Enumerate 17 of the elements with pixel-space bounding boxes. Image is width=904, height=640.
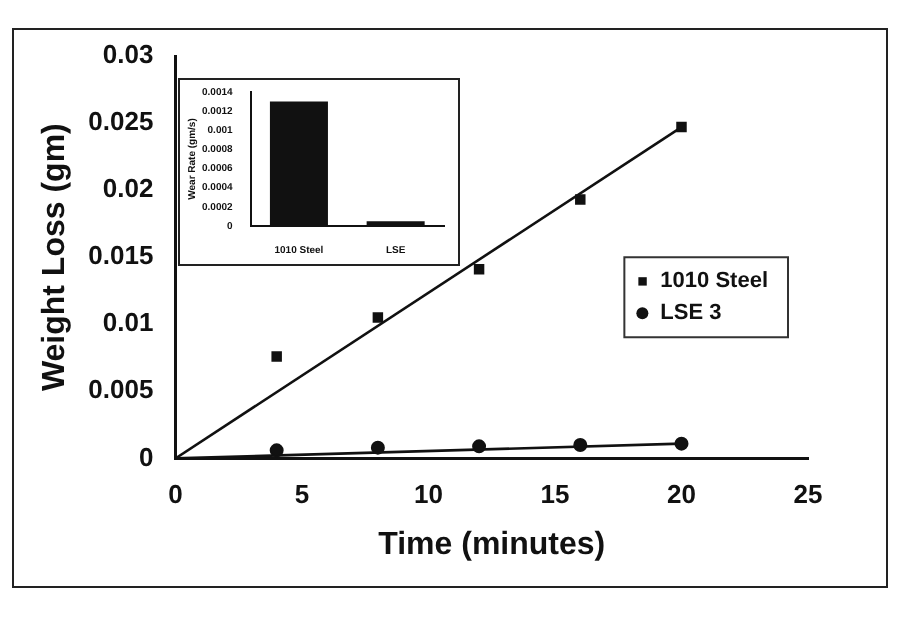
y-tick-label: 0.005 <box>88 374 154 405</box>
y-tick-label: 0.01 <box>102 307 154 338</box>
x-tick-label: 15 <box>540 479 570 510</box>
y-tick-label: 0.02 <box>102 173 154 204</box>
legend-label: 1010 Steel <box>660 269 769 294</box>
legend-label: LSE 3 <box>660 301 722 326</box>
y-tick-label: 0.015 <box>88 240 154 271</box>
y-axis-title: Weight Loss (gm) <box>38 123 73 392</box>
x-tick-label: 20 <box>667 479 696 510</box>
y-tick-label: 0.03 <box>102 39 154 70</box>
x-tick-label: 0 <box>168 479 183 510</box>
x-tick-label: 5 <box>294 479 310 510</box>
x-tick-label: 25 <box>793 479 823 510</box>
y-tick-label: 0.025 <box>88 106 154 137</box>
x-axis-title: Time (minutes) <box>378 527 606 562</box>
y-tick-label: 0 <box>138 441 154 472</box>
x-tick-label: 10 <box>414 479 443 510</box>
